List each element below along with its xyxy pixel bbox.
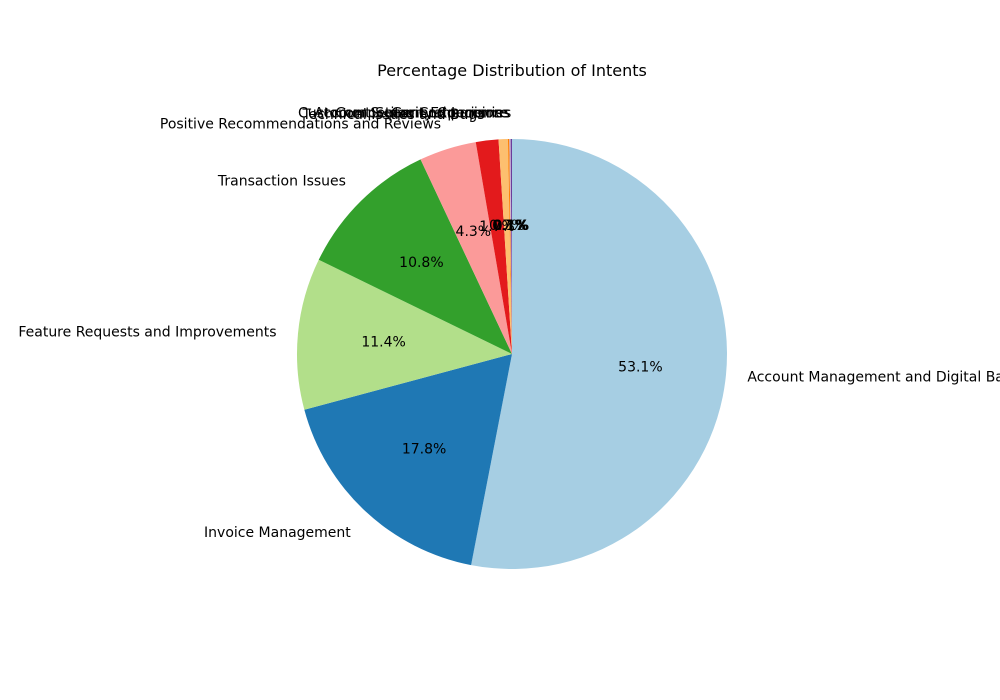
pie-slice-invoice-management (304, 354, 512, 566)
pie-slices (297, 139, 727, 569)
slice-label-invoice-management: Invoice Management (204, 525, 351, 541)
slice-label-transaction-issues: Transaction Issues (217, 174, 346, 190)
slice-label-positive-recommendations-and-reviews: Positive Recommendations and Reviews (160, 116, 441, 132)
pct-label-invoice-management: 17.8% (402, 441, 446, 457)
pct-label-feature-requests-and-improvements: 11.4% (361, 335, 405, 351)
slice-label-account-security-concerns: Account Security Concerns (314, 106, 502, 122)
pct-label-customer-support-experience: 0.1% (492, 218, 528, 234)
slice-label-competitor-comparisons: Competitor Comparisons (336, 106, 510, 122)
slice-label-general-inquiries: General Inquiries (391, 106, 511, 122)
pie-slice-general-inquiries (510, 139, 512, 354)
pct-label-account-security-concerns: 0.7% (489, 218, 525, 234)
slice-label-technical-issues-and-bugs: Technical Issues and Bugs (301, 107, 484, 123)
pie-slice-technical-issues-and-bugs (475, 139, 512, 354)
chart-title: Percentage Distribution of Intents (377, 61, 647, 80)
pie-slice-customer-support-experience (507, 139, 512, 354)
pct-label-transaction-issues: 10.8% (399, 255, 443, 271)
pct-label-positive-recommendations-and-reviews: 4.3% (456, 224, 492, 240)
pie-slice-transaction-issues (318, 159, 512, 354)
pct-label-account-management-and-digital-banking: 53.1% (618, 359, 662, 375)
slice-label-account-management-and-digital-banking: Account Management and Digital Banking (747, 370, 1000, 386)
pie-slice-feature-requests-and-improvements (297, 259, 512, 410)
pie-slice-positive-recommendations-and-reviews (420, 142, 512, 354)
slice-label-customer-support-experience: Customer Support Experience (298, 106, 508, 122)
pie-slice-account-security-concerns (498, 139, 512, 354)
pie-slice-account-management-and-digital-banking (471, 139, 727, 569)
slice-label-feature-requests-and-improvements: Feature Requests and Improvements (18, 324, 276, 340)
pct-label-general-inquiries: 0.1% (494, 218, 530, 234)
slice-labels: Account Management and Digital Banking In… (18, 106, 1000, 542)
pct-label-competitor-comparisons: 0.1% (493, 218, 529, 234)
percentage-labels: 53.1%17.8%11.4%10.8%4.3%1.7%0.7%0.1%0.1%… (361, 218, 662, 457)
pct-label-technical-issues-and-bugs: 1.7% (479, 219, 515, 235)
pie-slice-competitor-comparisons (509, 139, 512, 354)
